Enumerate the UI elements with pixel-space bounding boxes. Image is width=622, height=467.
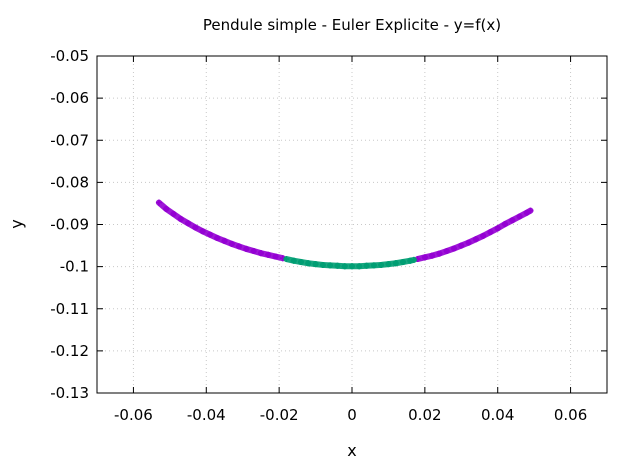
y-tick-label: -0.12 <box>50 342 89 360</box>
x-tick-label: 0 <box>347 406 357 424</box>
y-tick-label: -0.09 <box>50 216 89 234</box>
y-tick-label: -0.11 <box>50 300 89 318</box>
y-tick-label: -0.1 <box>60 258 89 276</box>
x-tick-label: -0.02 <box>260 406 299 424</box>
series-2 <box>283 256 417 270</box>
y-tick-label: -0.08 <box>50 173 89 191</box>
y-tick-label: -0.05 <box>50 47 89 65</box>
x-tick-label: -0.04 <box>187 406 226 424</box>
data-marks <box>155 199 534 270</box>
y-axis-label: y <box>7 219 26 228</box>
series-band <box>272 253 286 262</box>
x-tick-label: -0.06 <box>114 406 153 424</box>
series-band <box>407 256 417 264</box>
x-tick-label: 0.06 <box>554 406 587 424</box>
y-tick-label: -0.06 <box>50 89 89 107</box>
y-tick-label: -0.07 <box>50 131 89 149</box>
y-tick-label: -0.13 <box>50 384 89 402</box>
x-axis-label: x <box>347 441 356 460</box>
series-band <box>523 207 534 216</box>
axis-ticks: -0.06 -0.04 -0.02 0 0.02 0.04 0.06 -0.05 -0.06 -0… <box>50 47 607 424</box>
x-tick-label: 0.02 <box>408 406 441 424</box>
chart-title: Pendule simple - Euler Explicite - y=f(x… <box>203 16 501 34</box>
series-1 <box>155 199 534 263</box>
x-tick-label: 0.04 <box>481 406 514 424</box>
grid <box>97 55 607 394</box>
